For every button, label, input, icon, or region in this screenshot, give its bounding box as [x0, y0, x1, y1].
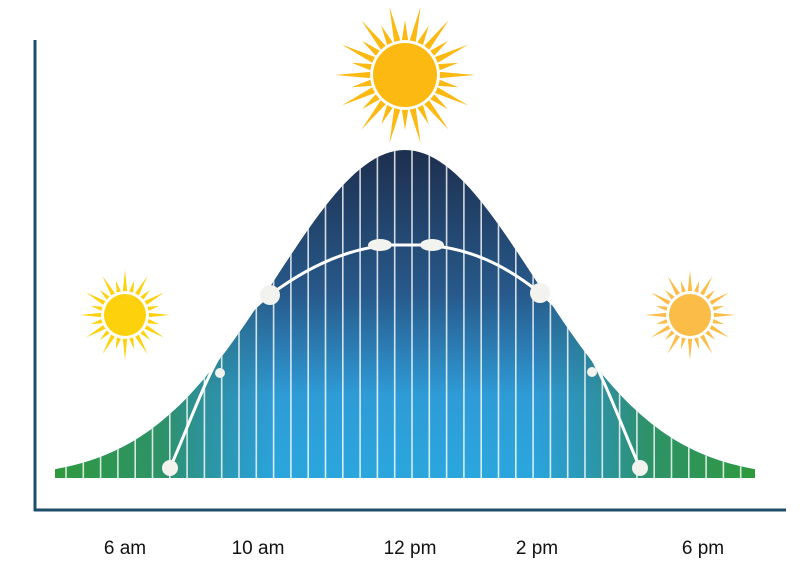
- production-line: [168, 243, 642, 469]
- sun-ray: [361, 20, 386, 50]
- sun-ray: [430, 94, 448, 110]
- sun-ray: [389, 108, 401, 144]
- sun-ray: [80, 312, 102, 318]
- sun-ray: [651, 292, 671, 305]
- sun-ray: [435, 44, 469, 63]
- sun-ray: [135, 276, 148, 296]
- sun-ray: [709, 325, 729, 338]
- x-label: 2 pm: [516, 538, 558, 559]
- sun-ray: [439, 71, 475, 79]
- sun-ray: [430, 40, 448, 56]
- sun-ray: [90, 319, 103, 325]
- sun-ray: [700, 276, 713, 296]
- sun-ray: [102, 334, 115, 354]
- sun-ray: [135, 334, 148, 354]
- sun-ray: [99, 330, 110, 341]
- sun-ray: [115, 337, 121, 350]
- sun-ray: [335, 71, 371, 79]
- sun-ray: [700, 334, 713, 354]
- sun-disc: [104, 294, 146, 336]
- sun: [335, 6, 475, 144]
- sun-ray: [694, 280, 700, 293]
- sun-disc: [373, 43, 437, 107]
- sun-ray: [102, 276, 115, 296]
- sun-ray: [424, 20, 449, 50]
- sun-ray: [655, 319, 668, 325]
- suns: [80, 6, 735, 360]
- sun-ray: [712, 305, 725, 311]
- sun-ray: [341, 87, 375, 106]
- sun-ray: [687, 270, 693, 292]
- sun-ray: [361, 100, 386, 130]
- sun-ray: [409, 108, 421, 144]
- sun-ray: [86, 292, 106, 305]
- sun: [645, 270, 735, 360]
- sun-ray: [667, 276, 680, 296]
- sun-ray: [362, 40, 380, 56]
- sun-ray: [381, 25, 393, 45]
- x-label: 12 pm: [384, 538, 437, 559]
- sun-ray: [147, 305, 160, 311]
- x-label: 6 pm: [682, 538, 724, 559]
- sun-ray: [351, 79, 372, 88]
- sun-ray: [90, 305, 103, 311]
- sun-ray: [99, 289, 110, 300]
- sun-ray: [409, 6, 421, 42]
- sun-ray: [667, 334, 680, 354]
- sun-ray: [417, 105, 429, 125]
- sun-ray: [341, 44, 375, 63]
- sun-ray: [115, 280, 121, 293]
- sun-ray: [713, 312, 735, 318]
- sun-ray: [438, 79, 459, 88]
- x-label: 10 am: [232, 538, 285, 559]
- sun-ray: [389, 6, 401, 42]
- sun-ray: [401, 20, 409, 41]
- sun-ray: [86, 325, 106, 338]
- sun-ray: [645, 312, 667, 318]
- sun-ray: [140, 289, 151, 300]
- sun-ray: [122, 338, 128, 360]
- sun-ray: [435, 87, 469, 106]
- sun-ray: [148, 312, 170, 318]
- sun-ray: [705, 330, 716, 341]
- sun-ray: [140, 330, 151, 341]
- sun-disc: [669, 294, 711, 336]
- sun-ray: [705, 289, 716, 300]
- sun-ray: [129, 280, 135, 293]
- sun-ray: [687, 338, 693, 360]
- line-dots: [162, 239, 648, 476]
- sun-ray: [122, 270, 128, 292]
- sun-ray: [351, 62, 372, 71]
- sun-ray: [362, 94, 380, 110]
- sun-ray: [664, 330, 675, 341]
- sun-ray: [401, 109, 409, 130]
- x-label: 6 am: [104, 538, 146, 559]
- sun-ray: [144, 325, 164, 338]
- sun-ray: [709, 292, 729, 305]
- sun-ray: [144, 292, 164, 305]
- sun-ray: [664, 289, 675, 300]
- sun-ray: [680, 337, 686, 350]
- bell-curve: [55, 150, 755, 478]
- sun-ray: [417, 25, 429, 45]
- sun: [80, 270, 170, 360]
- sun-ray: [129, 337, 135, 350]
- sun-ray: [438, 62, 459, 71]
- sun-ray: [694, 337, 700, 350]
- sun-ray: [381, 105, 393, 125]
- sun-ray: [651, 325, 671, 338]
- sun-ray: [680, 280, 686, 293]
- sun-ray: [147, 319, 160, 325]
- sun-ray: [712, 319, 725, 325]
- sun-ray: [424, 100, 449, 130]
- sun-ray: [655, 305, 668, 311]
